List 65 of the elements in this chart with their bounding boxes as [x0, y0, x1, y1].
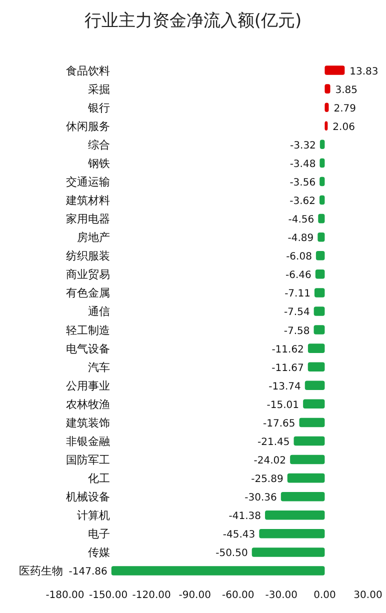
y-tick-label: 通信: [88, 305, 110, 318]
x-tick-label: 0.00: [314, 590, 336, 601]
data-label: -13.74: [268, 381, 301, 392]
y-tick-label: 轻工制造: [66, 324, 110, 337]
data-label: -7.58: [284, 326, 310, 337]
y-tick-label: 国防军工: [66, 454, 110, 467]
y-tick-label: 家用电器: [66, 212, 110, 226]
x-tick-label: -120.00: [132, 590, 171, 601]
x-tick-label: -90.00: [178, 590, 211, 601]
y-tick-label: 银行: [87, 101, 110, 114]
data-label: -3.56: [290, 177, 316, 188]
y-tick-label: 钢铁: [87, 156, 110, 170]
y-tick-label: 医药生物: [18, 564, 63, 578]
y-tick-label: 公用事业: [66, 379, 110, 392]
y-tick-label: 非银金融: [66, 434, 110, 448]
data-label: -17.65: [263, 418, 296, 430]
data-label: -7.11: [284, 288, 310, 300]
data-label: -3.32: [290, 140, 316, 152]
y-tick-label: 汽车: [88, 360, 110, 374]
data-label: 3.85: [335, 84, 358, 96]
y-tick-label: 房地产: [77, 231, 110, 244]
data-label: -6.46: [286, 270, 312, 282]
data-label: -3.62: [290, 196, 316, 208]
data-label: -3.48: [290, 158, 316, 170]
y-tick-label: 农林牧渔: [66, 398, 110, 411]
data-label: 2.06: [332, 122, 355, 133]
data-label: -30.36: [244, 492, 277, 504]
title: 行业主力资金净流入额(亿元): [84, 11, 302, 31]
data-label: -15.01: [266, 400, 300, 411]
y-tick-label: 电子: [88, 528, 110, 541]
y-tick-label: 食品饮料: [66, 64, 110, 78]
data-label: -7.54: [284, 307, 310, 318]
data-label: -4.89: [288, 233, 314, 244]
x-tick-label: -60.00: [222, 590, 254, 601]
data-label: -21.45: [258, 436, 290, 448]
data-label: -6.08: [286, 252, 312, 263]
y-tick-label: 有色金属: [66, 286, 110, 300]
y-tick-label: 纺织服装: [66, 250, 110, 263]
x-tick-label: -150.00: [88, 590, 128, 601]
y-tick-label: 休闲服务: [66, 120, 110, 133]
data-label: -11.67: [272, 362, 304, 374]
y-tick-label: 传媒: [88, 546, 110, 560]
y-tick-label: 计算机: [77, 509, 110, 522]
y-tick-label: 商业贸易: [66, 268, 110, 282]
y-tick-label: 建筑材料: [65, 194, 110, 208]
y-tick-label: 综合: [88, 138, 110, 152]
y-tick-label: 采掘: [88, 82, 110, 96]
data-label: -11.62: [272, 344, 304, 356]
data-label: -147.86: [68, 566, 108, 578]
y-tick-label: 化工: [88, 472, 110, 486]
data-label: -45.43: [222, 530, 256, 541]
x-tick-label: -180.00: [46, 590, 84, 601]
data-label: 13.83: [350, 66, 378, 78]
data-label: -4.56: [288, 214, 314, 226]
data-label: -41.38: [228, 511, 262, 522]
data-label: -50.50: [216, 548, 248, 560]
data-label: -25.89: [251, 474, 284, 486]
y-tick-label: 电气设备: [66, 342, 110, 356]
y-tick-label: 机械设备: [66, 490, 110, 504]
x-tick-label: -30.00: [265, 590, 298, 601]
x-tick-label: 30.00: [354, 590, 382, 601]
y-tick-label: 交通运输: [66, 175, 110, 188]
data-label: -24.02: [254, 456, 286, 467]
y-tick-label: 建筑装饰: [65, 416, 110, 430]
data-label: 2.79: [334, 103, 356, 114]
